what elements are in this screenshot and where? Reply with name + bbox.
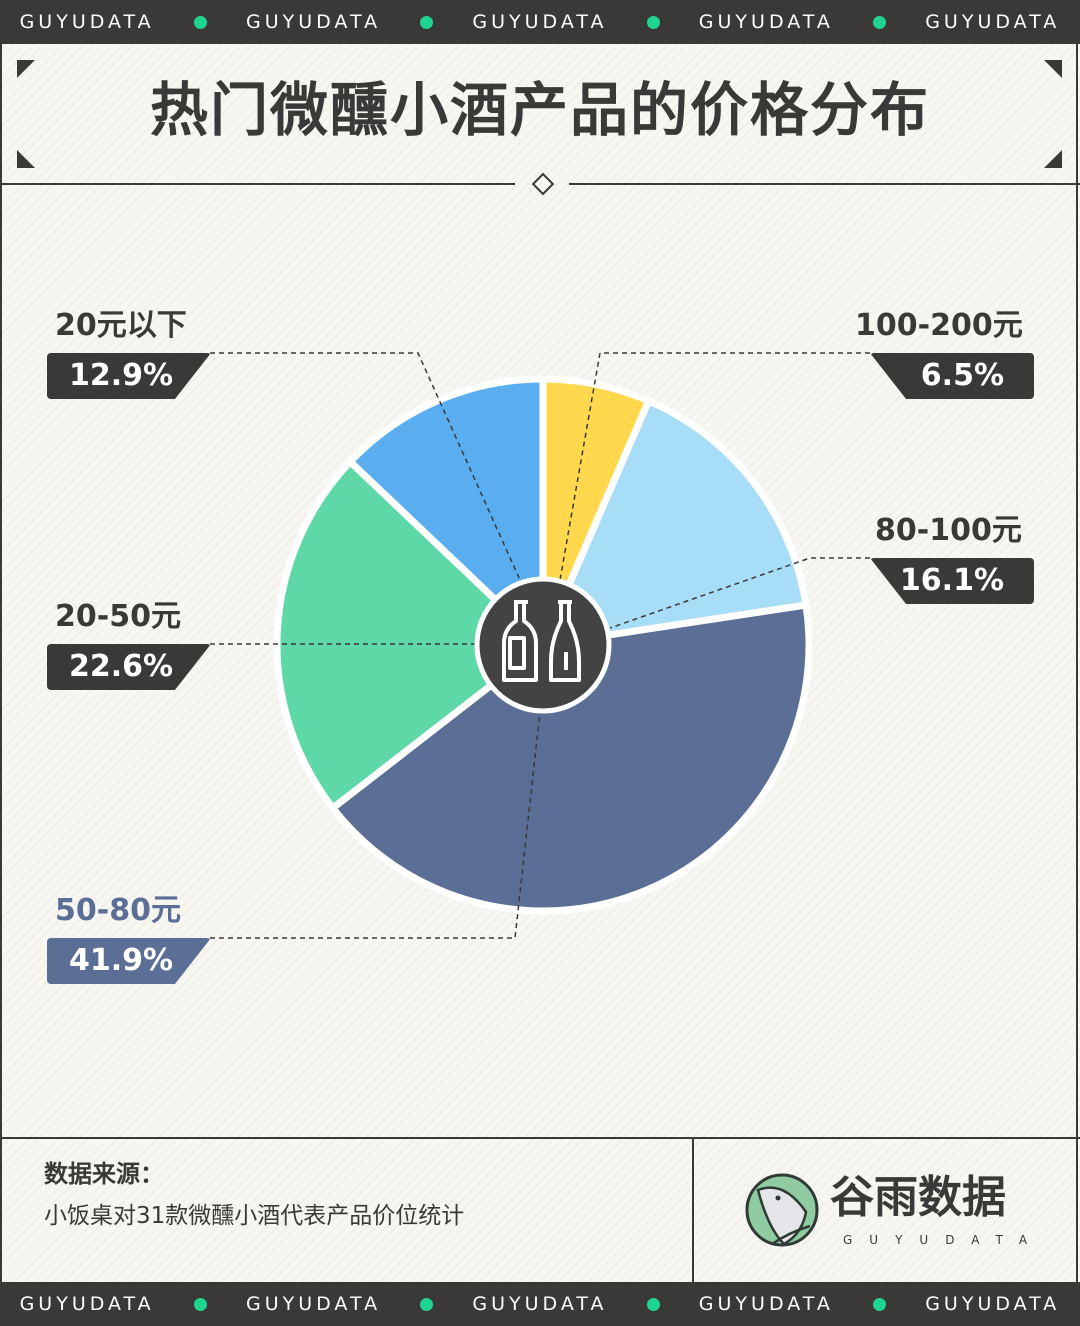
logo-text: 谷雨数据 — [830, 1172, 1006, 1223]
wine-bottles-icon — [474, 576, 612, 714]
brand-text: GUYUDATA — [245, 1293, 382, 1315]
dot-icon — [420, 1297, 434, 1311]
dot-icon — [193, 1297, 207, 1311]
label-category: 100-200元 — [855, 308, 1023, 343]
source-title: 数据来源： — [44, 1160, 164, 1188]
brand-text: GUYUDATA — [245, 11, 382, 33]
leader-line-0 — [559, 352, 870, 581]
brand-text: GUYUDATA — [19, 1293, 155, 1315]
brand-text: GUYUDATA — [472, 11, 608, 33]
corner-mark-icon — [1044, 60, 1062, 78]
corner-mark-icon — [17, 150, 35, 168]
label-percent: 41.9% — [47, 938, 211, 984]
divider — [0, 183, 515, 185]
dot-icon — [193, 15, 207, 29]
top-brand-band: GUYUDATA GUYUDATA GUYUDATA GUYUDATA GUYU… — [0, 0, 1080, 44]
brand-text: GUYUDATA — [472, 1293, 608, 1315]
pie-slice-1 — [539, 397, 810, 649]
pie-slice-3 — [273, 458, 547, 812]
dot-icon — [873, 1297, 887, 1311]
divider — [692, 1139, 694, 1284]
label-category: 80-100元 — [875, 513, 1022, 548]
pie-slice-2 — [329, 601, 813, 915]
leader-line-1 — [609, 557, 870, 629]
brand-text: GUYUDATA — [925, 1293, 1061, 1315]
page-title: 热门微醺小酒产品的价格分布 — [149, 76, 930, 144]
frame — [0, 44, 1078, 1282]
corner-mark-icon — [17, 60, 35, 78]
brand-text: GUYUDATA — [19, 11, 155, 33]
divider — [569, 183, 1080, 185]
corner-mark-icon — [1044, 150, 1062, 168]
logo-subtext: GUYUDATA — [843, 1233, 1045, 1247]
leader-line-2 — [210, 711, 541, 939]
brand-text: GUYUDATA — [698, 11, 834, 33]
dot-icon — [420, 15, 434, 29]
dot-icon — [646, 15, 660, 29]
pie-slice-4 — [346, 375, 547, 649]
source-text: 小饭桌对31款微醺小酒代表产品价位统计 — [44, 1203, 465, 1229]
label-category: 50-80元 — [55, 893, 181, 928]
footer: 数据来源： 小饭桌对31款微醺小酒代表产品价位统计 谷雨数据 GUYUDATA — [0, 1137, 1080, 1284]
label-category: 20-50元 — [55, 599, 181, 634]
logo-bird-icon — [745, 1173, 819, 1247]
bottom-brand-band: GUYUDATA GUYUDATA GUYUDATA GUYUDATA GUYU… — [0, 1282, 1080, 1326]
label-category: 20元以下 — [55, 308, 187, 343]
dot-icon — [873, 15, 887, 29]
dot-icon — [646, 1297, 660, 1311]
brand-text: GUYUDATA — [925, 11, 1061, 33]
brand-text: GUYUDATA — [698, 1293, 834, 1315]
leader-line-4 — [210, 352, 521, 581]
